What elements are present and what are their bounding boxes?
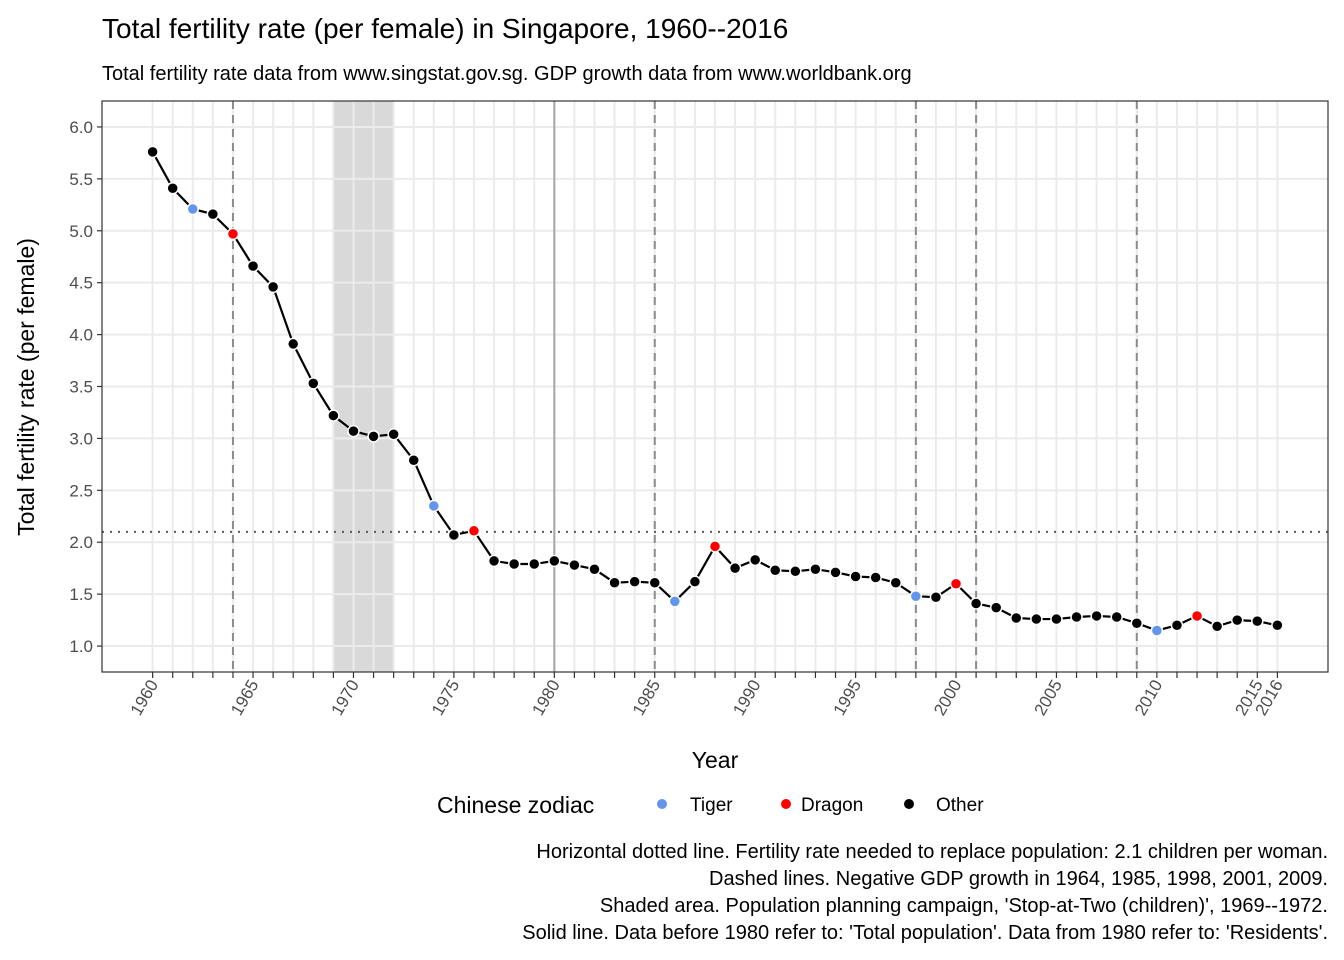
data-point-other: [1210, 620, 1224, 633]
y-tick-label: 1.0: [69, 637, 93, 656]
caption-line-4: Solid line. Data before 1980 refer to: '…: [522, 922, 1328, 944]
data-point-other: [809, 562, 822, 576]
x-tick-label: 1980: [528, 677, 563, 719]
data-point-other: [327, 409, 340, 422]
y-tick-label: 4.5: [69, 274, 93, 293]
data-point-other: [929, 591, 943, 604]
x-tick-label: 2000: [930, 677, 965, 719]
data-point-tiger: [668, 595, 682, 608]
caption-line-2: Dashed lines. Negative GDP growth in 196…: [709, 868, 1328, 890]
legend-title: Chinese zodiac: [437, 792, 594, 818]
caption: Horizontal dotted line. Fertility rate n…: [522, 841, 1328, 944]
data-point-other: [1130, 616, 1144, 630]
data-point-other: [548, 554, 561, 568]
x-tick-label: 2005: [1031, 677, 1066, 719]
data-point-other: [969, 597, 983, 610]
data-point-other: [989, 601, 1003, 614]
data-point-other: [527, 557, 541, 571]
data-point-other: [829, 566, 842, 579]
y-tick-label: 6.0: [69, 118, 93, 137]
legend: Chinese zodiac Tiger Dragon Other: [437, 792, 984, 818]
data-point-dragon: [949, 577, 963, 591]
data-point-dragon: [708, 540, 722, 553]
data-point-other: [347, 424, 360, 438]
y-tick-label: 5.0: [69, 222, 93, 241]
legend-label-dragon: Dragon: [801, 795, 863, 816]
x-axis-title: Year: [692, 747, 739, 773]
legend-label-tiger: Tiger: [690, 795, 733, 816]
data-point-other: [1030, 612, 1043, 626]
x-tick-label: 1990: [729, 677, 764, 719]
data-point-tiger: [427, 499, 441, 513]
y-axis-title: Total fertility rate (per female): [13, 238, 39, 536]
data-point-other: [246, 259, 260, 273]
data-point-tiger: [909, 589, 923, 603]
x-tick-label: 1965: [227, 677, 262, 719]
data-point-other: [1070, 610, 1083, 624]
data-point-other: [728, 561, 742, 575]
x-tick-label: 1985: [629, 677, 664, 719]
data-point-other: [146, 145, 159, 159]
data-point-other: [588, 562, 601, 576]
data-point-other: [748, 553, 762, 567]
data-point-other: [769, 564, 782, 577]
data-point-other: [1251, 614, 1264, 628]
data-point-other: [166, 181, 179, 195]
legend-key-other: [904, 799, 914, 809]
data-point-other: [286, 337, 300, 351]
data-point-other: [608, 576, 621, 589]
data-point-other: [628, 575, 641, 588]
legend-key-dragon: [781, 799, 791, 809]
data-point-other: [688, 575, 702, 588]
x-tick-label: 1960: [127, 677, 162, 719]
data-point-other: [1230, 613, 1244, 627]
data-point-tiger: [1150, 624, 1164, 637]
data-point-other: [367, 430, 380, 443]
y-tick-label: 2.0: [69, 533, 93, 552]
y-tick-label: 4.0: [69, 326, 93, 345]
x-tick-label: 1975: [428, 677, 463, 719]
x-tick-label: 1995: [830, 677, 865, 719]
data-point-other: [206, 207, 220, 221]
data-point-other: [789, 565, 802, 578]
y-tick-label: 3.5: [69, 378, 93, 397]
y-tick-label: 1.5: [69, 585, 93, 604]
data-point-other: [507, 557, 521, 571]
data-point-tiger: [186, 202, 200, 216]
y-tick-label: 3.0: [69, 429, 93, 448]
x-tick-label: 2010: [1131, 677, 1166, 719]
caption-line-1: Horizontal dotted line. Fertility rate n…: [536, 841, 1328, 863]
y-tick-label: 5.5: [69, 170, 93, 189]
data-point-other: [1010, 611, 1023, 625]
caption-line-3: Shaded area. Population planning campaig…: [600, 895, 1328, 917]
data-point-other: [869, 571, 882, 584]
y-tick-label: 2.5: [69, 481, 93, 500]
data-point-other: [1271, 619, 1284, 632]
x-tick-label: 1970: [328, 677, 363, 719]
chart-title: Total fertility rate (per female) in Sin…: [102, 13, 788, 44]
data-point-dragon: [467, 524, 481, 538]
data-point-other: [307, 377, 320, 390]
chart-subtitle: Total fertility rate data from www.sings…: [102, 63, 912, 85]
legend-label-other: Other: [936, 795, 984, 816]
legend-key-tiger: [657, 799, 667, 809]
data-point-other: [266, 280, 280, 294]
data-point-other: [648, 576, 661, 589]
data-point-other: [1090, 609, 1103, 623]
data-point-other: [889, 576, 903, 589]
data-point-dragon: [1190, 609, 1204, 623]
plot-area: 1.0 1.5 2.0 2.5 3.0 3.5 4.0 4.5 5.0 5.5 6.0 1960 196…: [69, 100, 1329, 719]
data-point-other: [1110, 610, 1123, 624]
data-point-other: [1050, 612, 1063, 626]
data-point-other: [568, 558, 581, 572]
data-point-other: [447, 528, 461, 542]
data-point-other: [407, 453, 420, 467]
data-point-dragon: [226, 227, 240, 241]
data-point-other: [487, 554, 501, 568]
data-point-other: [1170, 619, 1184, 632]
data-point-other: [387, 428, 400, 441]
data-point-other: [849, 570, 862, 583]
